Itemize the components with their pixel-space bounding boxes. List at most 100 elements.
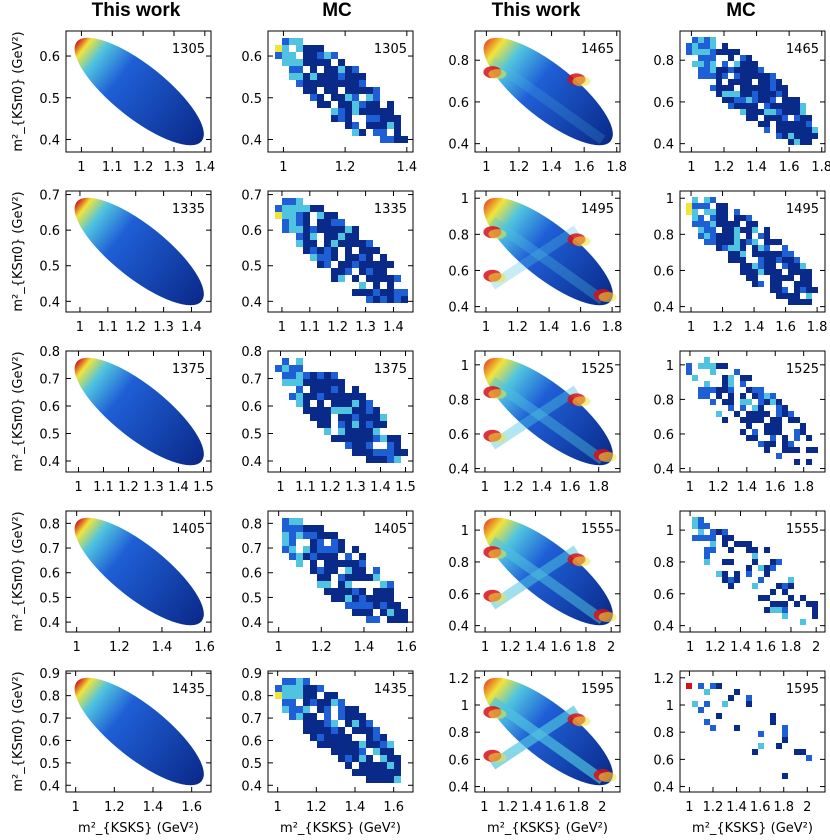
histogram-cell [359, 87, 366, 94]
x-axis-label: m²_{KSKS} (GeV²) [692, 821, 813, 836]
y-tick-label: 0.6 [39, 400, 60, 415]
x-tick-label: 1 [482, 160, 490, 175]
histogram-cell [734, 73, 740, 79]
histogram-cell [310, 59, 317, 66]
histogram-cell [373, 435, 380, 442]
hotspot-halo [488, 389, 507, 400]
y-tick-label: 0.6 [448, 264, 469, 279]
histogram-cell [722, 73, 728, 79]
histogram-cell [352, 386, 359, 393]
histogram-cell [722, 529, 728, 535]
histogram-cell [366, 616, 373, 623]
x-tick-label: 1.2 [507, 320, 528, 335]
histogram-cell [394, 449, 401, 456]
energy-label: 1305 [172, 42, 205, 57]
histogram-cell [722, 399, 728, 405]
histogram-cell [740, 85, 746, 91]
histogram-cell [770, 393, 776, 399]
y-tick-label: 0.9 [39, 667, 60, 682]
histogram-cell [806, 435, 812, 441]
histogram-cell [728, 535, 734, 541]
x-tick-label: 1.8 [576, 640, 597, 655]
x-tick-label: 2 [607, 640, 615, 655]
x-tick-label: 1 [274, 800, 282, 815]
y-tick-label: 0.4 [448, 620, 469, 635]
histogram-cell [366, 261, 373, 268]
y-tick-label: 0.4 [241, 779, 262, 794]
histogram-cell [770, 73, 776, 79]
histogram-cell [710, 541, 716, 547]
histogram-cell [794, 293, 800, 299]
panel-1435-this-work: 1435 1 1.2 1.4 1.6 0.4 0.5 0.6 0.7 0.8 0.9 m²_{KSπ0… [11, 667, 212, 836]
histogram-cell [373, 282, 380, 289]
x-tick-label: 1.4 [539, 320, 560, 335]
histogram-cell [345, 268, 352, 275]
histogram-cell [387, 456, 394, 463]
histogram-cell [345, 240, 352, 247]
x-axis-label: m²_{KSKS} (GeV²) [280, 821, 401, 836]
histogram-cell [303, 87, 310, 94]
histogram-cell [740, 257, 746, 263]
histogram-cell [758, 411, 764, 417]
histogram-cell [794, 121, 800, 127]
histogram-cell [310, 699, 317, 706]
x-tick-label: 1.2 [311, 640, 332, 655]
histogram-cell [782, 115, 788, 121]
histogram-cell [310, 539, 317, 546]
histogram-cell [776, 411, 782, 417]
y-tick-label: 1 [461, 192, 469, 207]
resonance-band [489, 57, 606, 144]
histogram-cell [366, 769, 373, 776]
histogram-cell [728, 49, 734, 55]
x-tick-label: 1.2 [306, 800, 327, 815]
histogram-cell [331, 254, 338, 261]
histogram-cell [387, 748, 394, 755]
histogram-cell [752, 547, 758, 553]
histogram-cell [352, 289, 359, 296]
x-tick-label: 1.8 [602, 320, 623, 335]
histogram-cell [758, 743, 764, 749]
histogram-cell [345, 713, 352, 720]
histogram-cell [722, 91, 728, 97]
hotspot-halo [572, 556, 591, 567]
histogram-cell [770, 441, 776, 447]
histogram-cell [752, 109, 758, 115]
histogram-cell [282, 518, 289, 525]
histogram-cell [758, 417, 764, 423]
hotspot-halo [572, 236, 591, 247]
histogram-cell [352, 421, 359, 428]
histogram-cell [387, 289, 394, 296]
histogram-cell [734, 369, 740, 375]
histogram-cell [758, 263, 764, 269]
histogram-cell [387, 115, 394, 122]
y-tick-label: 0.6 [653, 588, 674, 603]
x-tick-label: 1 [481, 480, 489, 495]
histogram-cell [704, 719, 710, 725]
histogram-cell [734, 215, 740, 221]
histogram-cell [317, 261, 324, 268]
histogram-cell [359, 414, 366, 421]
x-tick-label: 1 [279, 160, 287, 175]
x-tick-label: 1 [76, 320, 84, 335]
histogram-cell [317, 73, 324, 80]
histogram-cell [282, 219, 289, 226]
histogram-cell [752, 405, 758, 411]
histogram-cell [710, 369, 716, 375]
histogram-cell [740, 55, 746, 61]
histogram-cell [387, 609, 394, 616]
histogram-cell [770, 239, 776, 245]
histogram-cell [812, 287, 818, 293]
histogram-cell [338, 275, 345, 282]
x-tick-label: 1.5 [193, 480, 214, 495]
histogram-cell [740, 103, 746, 109]
histogram-cell [686, 203, 692, 209]
x-tick-label: 1 [276, 480, 284, 495]
histogram-cell [764, 115, 770, 121]
histogram-cell [394, 275, 401, 282]
histogram-cell [345, 574, 352, 581]
panel-1435-mc: 1435 1 1.2 1.4 1.6 0.4 0.5 0.6 0.7 0.8 0.9 m²_{KSKS… [241, 667, 414, 836]
histogram-cell [331, 372, 338, 379]
resonance-band [489, 697, 606, 784]
histogram-cell [752, 559, 758, 565]
